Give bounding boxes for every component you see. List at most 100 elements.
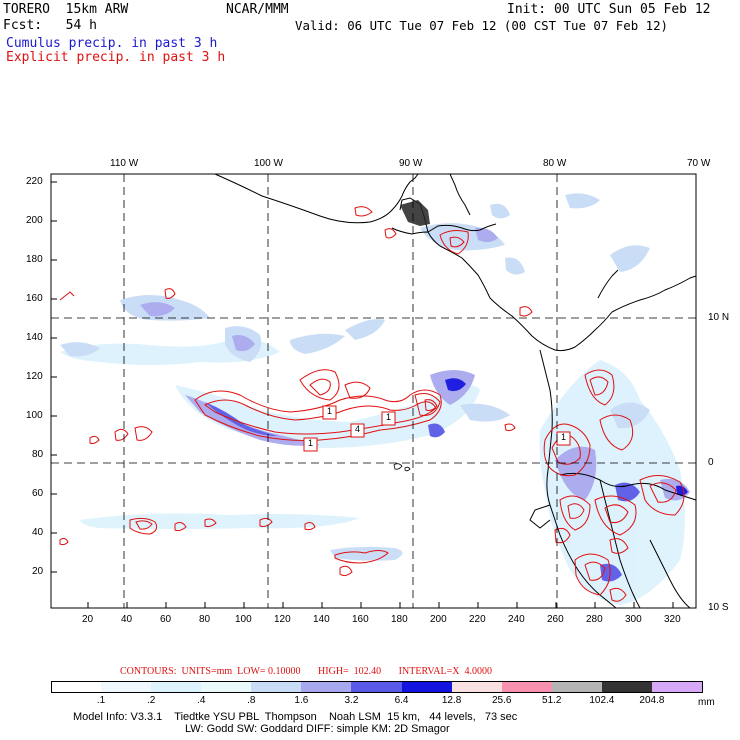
forecast-hour: Fcst: 54 h (3, 18, 97, 33)
model-title: TORERO 15km ARW (3, 2, 129, 17)
legend-tick-label: 51.2 (542, 695, 562, 706)
x-tick-label: 20 (82, 614, 94, 625)
legend-tick-label: 1.6 (294, 695, 309, 706)
y-tick-label: 60 (32, 488, 44, 499)
x-tick-label: 80 (199, 614, 211, 625)
precip-area (330, 546, 403, 561)
y-tick-label: 220 (26, 176, 43, 187)
precip-area (565, 193, 600, 209)
legend-swatch (551, 681, 603, 693)
box-label: 1 (561, 432, 567, 442)
precip-area (60, 342, 100, 357)
legend-tick-label: 204.8 (639, 695, 665, 706)
precip-shading (60, 193, 690, 605)
x-tick-label: 40 (121, 614, 133, 625)
legend-swatch (651, 681, 703, 693)
x-tick-label: 240 (508, 614, 525, 625)
contour-info: CONTOURS: UNITS=mm LOW= 0.10000 HIGH= 10… (120, 666, 492, 677)
model-info: Model Info: V3.3.1 Tiedtke YSU PBL Thomp… (73, 711, 517, 735)
y-tick-label: 180 (26, 254, 43, 265)
y-tick-label: 120 (26, 371, 43, 382)
legend-tick-label: 102.4 (589, 695, 615, 706)
lon-label: 110 W (110, 158, 139, 169)
x-tick-label: 60 (160, 614, 172, 625)
precip-area (505, 257, 525, 275)
y-tick-label: 140 (26, 332, 43, 343)
lat-label: 0 (708, 457, 714, 468)
center-label: NCAR/MMM (226, 2, 289, 17)
x-tick-label: 100 (235, 614, 252, 625)
valid-time: Valid: 06 UTC Tue 07 Feb 12 (00 CST Tue … (295, 18, 668, 33)
legend-tick-label: .2 (146, 695, 156, 706)
precip-area (185, 395, 320, 446)
x-tick-label: 220 (469, 614, 486, 625)
legend-swatch (601, 681, 653, 693)
legend-tick-label: .8 (247, 695, 256, 706)
legend-swatch (451, 681, 503, 693)
y-tick-label: 160 (26, 293, 43, 304)
legend-tick-label: 25.6 (491, 695, 512, 706)
axis-ticks (51, 181, 674, 608)
precip-area (345, 319, 385, 340)
x-tick-label: 160 (352, 614, 369, 625)
precip-area (60, 338, 280, 365)
legend-swatch (151, 681, 203, 693)
x-tick-label: 140 (313, 614, 330, 625)
precip-area (290, 333, 345, 354)
legend-swatch (51, 681, 103, 693)
legend-tick-label: 3.2 (344, 695, 359, 706)
precip-area (232, 335, 255, 352)
legend-swatch (351, 681, 403, 693)
explicit-precip-title: Explicit precip. in past 3 h (6, 50, 226, 65)
lon-label: 70 W (687, 158, 711, 169)
y-tick-label: 20 (32, 566, 44, 577)
legend-tick-label: 6.4 (394, 695, 409, 706)
legend-swatch (251, 681, 303, 693)
islands (393, 463, 411, 472)
precip-area (610, 245, 650, 272)
y-tick-label: 40 (32, 527, 44, 538)
legend-tick-label: .4 (197, 695, 206, 706)
precip-area (676, 485, 688, 496)
precip-area (475, 227, 498, 243)
legend-tick-label: .1 (96, 695, 106, 706)
coastline (214, 173, 697, 609)
legend-swatch (301, 681, 353, 693)
x-tick-label: 280 (586, 614, 603, 625)
x-tick-label: 300 (625, 614, 642, 625)
cumulus-precip-title: Cumulus precip. in past 3 h (6, 36, 218, 51)
precip-area (539, 360, 685, 605)
legend-unit: mm (698, 697, 715, 708)
precip-area (445, 378, 466, 392)
x-tick-label: 320 (664, 614, 681, 625)
legend-swatch (201, 681, 253, 693)
lon-label: 90 W (399, 158, 423, 169)
precip-area (615, 482, 640, 502)
lat-lon-grid (51, 174, 696, 608)
lon-label: 80 W (543, 158, 567, 169)
precip-area (460, 403, 510, 422)
station-boxes (303, 405, 571, 452)
legend-tick-label: 12.8 (441, 695, 462, 706)
x-tick-label: 120 (274, 614, 291, 625)
x-tick-label: 180 (391, 614, 408, 625)
init-time: Init: 00 UTC Sun 05 Feb 12 (507, 2, 711, 17)
precip-area (610, 402, 650, 429)
precip-area (205, 402, 278, 436)
explicit-precip-contours (59, 206, 685, 602)
box-label: 1 (308, 438, 314, 448)
precip-area (490, 203, 510, 219)
x-tick-label: 200 (430, 614, 447, 625)
y-tick-label: 200 (26, 215, 43, 226)
precip-area (600, 563, 622, 582)
y-tick-label: 80 (32, 449, 44, 460)
y-tick-label: 100 (26, 410, 43, 421)
box-label: 1 (386, 412, 392, 422)
legend-swatch (501, 681, 553, 693)
land-dark (400, 200, 430, 226)
precip-area (428, 423, 445, 438)
precip-area (80, 513, 360, 529)
legend-swatch (101, 681, 153, 693)
box-label: 4 (355, 424, 361, 434)
